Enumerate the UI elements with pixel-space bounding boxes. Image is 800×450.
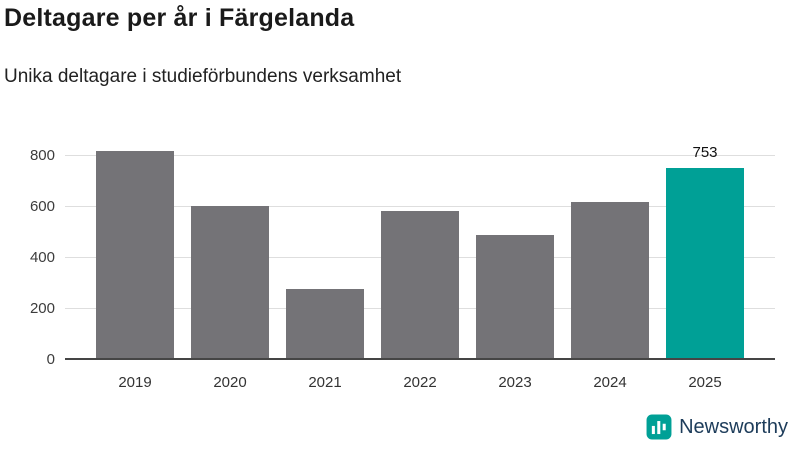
gridline: [65, 205, 775, 207]
bar-column: 2024: [571, 138, 649, 391]
y-tick-label: 400: [29, 248, 55, 266]
bar-chart-logo-icon: [646, 414, 672, 440]
page-subtitle: Unika deltagare i studieförbundens verks…: [4, 66, 402, 87]
y-tick-label: 800: [29, 146, 55, 164]
page-title: Deltagare per år i Färgelanda: [4, 4, 355, 32]
x-tick-label: 2023: [498, 374, 532, 391]
bars-row: 2019 2020 2021 2022 2023 2024 753 2025: [65, 138, 775, 391]
bar-column: 753 2025: [666, 138, 744, 391]
brand-name: Newsworthy: [679, 415, 788, 438]
bar-column: 2022: [381, 138, 459, 391]
brand-footer: Newsworthy: [646, 414, 788, 440]
y-tick-label: 200: [29, 299, 55, 317]
y-tick-label: 0: [46, 351, 55, 368]
bar-2020: [191, 205, 269, 360]
bar-2024: [571, 201, 649, 360]
gridline: [65, 154, 775, 156]
bar-column: 2021: [286, 138, 364, 391]
x-tick-label: 2022: [403, 374, 437, 391]
bar-column: 2020: [191, 138, 269, 391]
bar-2023: [476, 234, 554, 360]
x-tick-label: 2021: [308, 374, 342, 391]
bar-chart: 0 200 400 600 800 2019 2020 2021 2022 2023 2024 75…: [30, 138, 775, 391]
bar-column: 2023: [476, 138, 554, 391]
bar-2019: [96, 150, 174, 360]
bar-value-label: 753: [692, 143, 718, 161]
bar-2022: [381, 210, 459, 360]
bar-2025: [666, 167, 744, 360]
y-tick-label: 600: [29, 197, 55, 215]
x-tick-label: 2025: [688, 374, 722, 391]
x-axis-line: [65, 358, 775, 360]
x-tick-label: 2019: [118, 374, 152, 391]
x-tick-label: 2024: [593, 374, 627, 391]
bar-2021: [286, 288, 364, 360]
x-tick-label: 2020: [213, 374, 247, 391]
bar-column: 2019: [96, 138, 174, 391]
